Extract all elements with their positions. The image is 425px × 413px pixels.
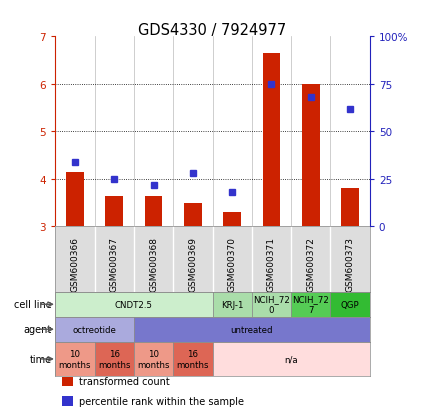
Text: CNDT2.5: CNDT2.5	[115, 300, 153, 309]
Bar	[223, 213, 241, 227]
Text: octreotide: octreotide	[73, 325, 116, 334]
Text: percentile rank within the sample: percentile rank within the sample	[79, 396, 244, 406]
Text: GSM600370: GSM600370	[228, 237, 237, 292]
Bar	[184, 203, 202, 227]
Text: agent: agent	[24, 325, 52, 335]
Bar	[134, 317, 370, 342]
Bar	[66, 172, 84, 227]
Bar	[212, 292, 252, 317]
Bar	[263, 54, 280, 227]
Text: GSM600367: GSM600367	[110, 237, 119, 292]
Text: cell line: cell line	[14, 299, 52, 309]
Text: QGP: QGP	[341, 300, 360, 309]
Text: KRJ-1: KRJ-1	[221, 300, 244, 309]
Bar	[291, 292, 331, 317]
Text: 10
months: 10 months	[59, 349, 91, 369]
Text: GSM600368: GSM600368	[149, 237, 158, 292]
Text: 16
months: 16 months	[177, 349, 209, 369]
Text: transformed count: transformed count	[79, 377, 170, 387]
Bar	[212, 342, 370, 376]
Bar	[302, 85, 320, 227]
Bar	[55, 342, 94, 376]
Bar	[252, 292, 291, 317]
Bar	[173, 342, 212, 376]
Text: GSM600369: GSM600369	[188, 237, 197, 292]
Bar	[105, 196, 123, 227]
Text: NCIH_72
7: NCIH_72 7	[292, 295, 329, 314]
Text: GSM600373: GSM600373	[346, 237, 354, 292]
Text: 10
months: 10 months	[137, 349, 170, 369]
Bar	[331, 292, 370, 317]
Bar	[62, 377, 73, 386]
Bar	[144, 196, 162, 227]
Bar	[134, 342, 173, 376]
Bar	[55, 292, 212, 317]
Bar	[341, 189, 359, 227]
Text: NCIH_72
0: NCIH_72 0	[253, 295, 290, 314]
Text: GDS4330 / 7924977: GDS4330 / 7924977	[139, 23, 286, 38]
Text: time: time	[30, 354, 52, 364]
Text: GSM600371: GSM600371	[267, 237, 276, 292]
Text: GSM600372: GSM600372	[306, 237, 315, 292]
Text: n/a: n/a	[284, 355, 298, 363]
Bar	[55, 317, 134, 342]
Bar	[94, 342, 134, 376]
Bar	[62, 396, 73, 406]
Text: GSM600366: GSM600366	[71, 237, 79, 292]
Text: untreated: untreated	[230, 325, 273, 334]
Text: 16
months: 16 months	[98, 349, 130, 369]
